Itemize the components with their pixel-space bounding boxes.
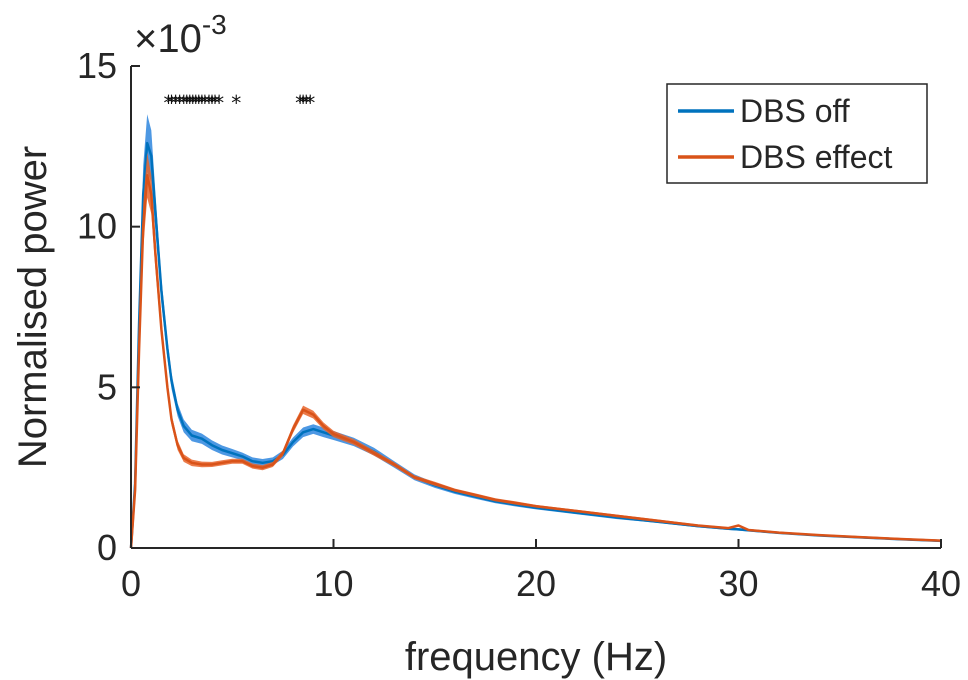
x-tick-label: 0 [121, 563, 141, 604]
x-tick-label: 20 [516, 563, 556, 604]
significance-marker: * [179, 91, 189, 115]
significance-marker: * [210, 91, 220, 115]
significance-marker: * [164, 91, 174, 115]
ticks-layer: 0 10 20 30 40 0 5 10 15 [77, 45, 961, 604]
significance-marker: * [182, 91, 192, 115]
significance-marker: * [295, 91, 305, 115]
significance-marker: * [305, 91, 315, 115]
band-dbs-effect [131, 152, 941, 549]
significance-marker: * [175, 91, 185, 115]
significance-marker: * [200, 91, 210, 115]
significance-marker: * [191, 91, 201, 115]
y-tick-label: 15 [77, 45, 117, 86]
legend-label-dbs-effect: DBS effect [740, 139, 892, 175]
y-exponent-prefix: ×10 [134, 17, 202, 61]
y-tick-label: 5 [97, 366, 117, 407]
significance-marker: * [197, 91, 207, 115]
line-dbs-effect [129, 174, 942, 549]
significance-marker: * [185, 91, 195, 115]
y-exponent-power: -3 [202, 9, 227, 40]
y-exponent-label: ×10-3 [134, 9, 227, 61]
x-tick-label: 10 [313, 563, 353, 604]
x-tick-label: 30 [718, 563, 758, 604]
y-axis-label: Normalised power [11, 146, 55, 468]
legend-label-dbs-off: DBS off [740, 93, 850, 129]
line-dbs-off [129, 141, 942, 549]
legend: DBS off DBS effect [666, 83, 928, 184]
significance-marker: * [231, 91, 241, 115]
significance-marker: * [301, 91, 311, 115]
significance-marker: * [298, 91, 308, 115]
significance-marker: * [167, 91, 177, 115]
x-tick-label: 40 [921, 563, 961, 604]
markers-layer: **************** * **** [164, 91, 316, 115]
significance-marker: * [171, 91, 181, 115]
y-tick-label: 0 [97, 527, 117, 568]
plot-content [129, 114, 942, 549]
significance-marker: * [194, 91, 204, 115]
significance-marker: * [207, 91, 217, 115]
x-axis-label: frequency (Hz) [405, 635, 667, 679]
significance-marker: * [214, 91, 224, 115]
significance-marker: * [188, 91, 198, 115]
significance-marker: * [204, 91, 214, 115]
y-tick-label: 10 [77, 206, 117, 247]
band-dbs-off [131, 114, 941, 548]
legend-box [666, 83, 928, 184]
